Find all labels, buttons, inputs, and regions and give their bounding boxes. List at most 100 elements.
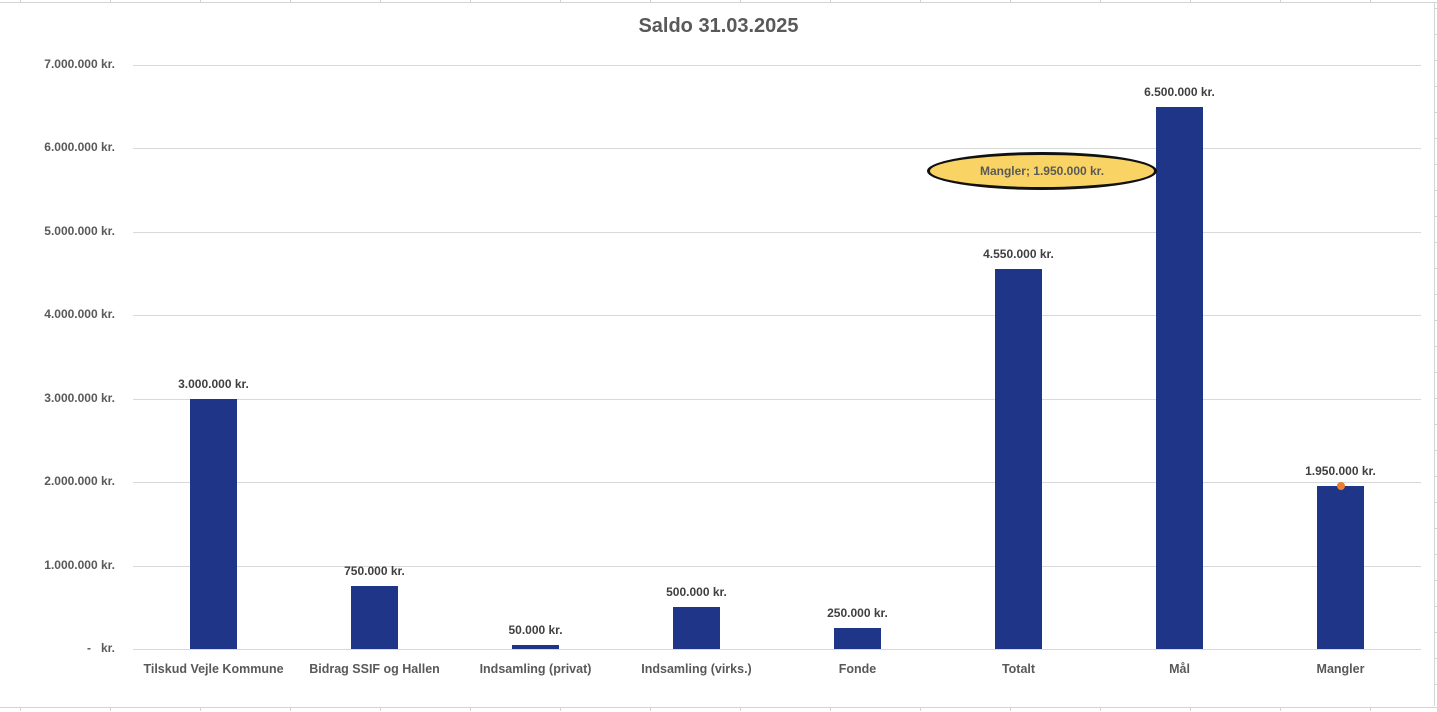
data-label: 3.000.000 kr. [178, 376, 249, 391]
spreadsheet-row-divider [1435, 8, 1437, 9]
data-label: 1.950.000 kr. [1305, 464, 1376, 479]
data-label: 50.000 kr. [508, 622, 563, 637]
spreadsheet-row-divider [1435, 190, 1437, 191]
spreadsheet-column-divider [830, 0, 831, 2]
spreadsheet-cell-border-top [0, 0, 1437, 3]
spreadsheet-column-divider [200, 0, 201, 2]
spreadsheet-cell-border-bottom [0, 707, 1437, 712]
spreadsheet-column-divider [1280, 708, 1281, 711]
x-axis-category-label: Fonde [838, 662, 877, 676]
spreadsheet-row-divider [1435, 398, 1437, 399]
data-label: 250.000 kr. [827, 606, 888, 621]
spreadsheet-column-divider [650, 708, 651, 711]
spreadsheet-column-divider [470, 0, 471, 2]
mangler-callout-ellipse[interactable]: Mangler; 1.950.000 kr. [927, 152, 1157, 190]
spreadsheet-row-divider [1435, 242, 1437, 243]
bar-0[interactable] [190, 398, 237, 649]
spreadsheet-column-divider [1010, 708, 1011, 711]
spreadsheet-row-divider [1435, 86, 1437, 87]
spreadsheet-row-divider [1435, 216, 1437, 217]
spreadsheet-row-divider [1435, 320, 1437, 321]
spreadsheet-column-divider [110, 708, 111, 711]
x-axis-category-label: Mål [1169, 662, 1190, 676]
data-label: 750.000 kr. [344, 564, 405, 579]
bar-3[interactable] [673, 607, 720, 649]
spreadsheet-row-divider [1435, 164, 1437, 165]
spreadsheet-column-divider [830, 708, 831, 711]
x-axis-category-label: Bidrag SSIF og Hallen [309, 662, 440, 676]
spreadsheet-row-divider [1435, 372, 1437, 373]
spreadsheet-column-divider [920, 708, 921, 711]
spreadsheet-column-divider [1280, 0, 1281, 2]
spreadsheet-column-divider [1190, 708, 1191, 711]
spreadsheet-row-divider [1435, 554, 1437, 555]
spreadsheet-row-divider [1435, 294, 1437, 295]
bar-2[interactable] [512, 644, 559, 649]
spreadsheet-column-divider [290, 0, 291, 2]
spreadsheet-column-divider [290, 708, 291, 711]
y-axis-tick-label: - kr. [86, 641, 115, 655]
spreadsheet-row-divider [1435, 606, 1437, 607]
spreadsheet-row-divider [1435, 658, 1437, 659]
spreadsheet-column-divider [110, 0, 111, 2]
mangler-point-marker[interactable] [1336, 482, 1345, 491]
x-axis-category-label: Totalt [1001, 662, 1036, 676]
spreadsheet-column-divider [1010, 0, 1011, 2]
y-axis-tick-label: 3.000.000 kr. [44, 390, 115, 405]
y-axis-tick-label: 2.000.000 kr. [44, 474, 115, 489]
gridline [133, 565, 1421, 567]
spreadsheet-row-divider [1435, 60, 1437, 61]
bar-6[interactable] [1156, 106, 1203, 649]
spreadsheet-row-divider [1435, 632, 1437, 633]
spreadsheet-column-divider [380, 708, 381, 711]
spreadsheet-column-divider [560, 708, 561, 711]
spreadsheet-column-divider [560, 0, 561, 2]
spreadsheet-column-divider [1370, 0, 1371, 2]
spreadsheet-column-divider [740, 708, 741, 711]
spreadsheet-column-divider [650, 0, 651, 2]
data-label: 500.000 kr. [666, 585, 727, 600]
spreadsheet-row-divider [1435, 502, 1437, 503]
spreadsheet-row-divider [1435, 138, 1437, 139]
spreadsheet-row-divider [1435, 450, 1437, 451]
gridline [133, 482, 1421, 484]
spreadsheet-column-divider [1190, 0, 1191, 2]
spreadsheet-column-divider [200, 708, 201, 711]
x-axis-category-label: Indsamling (virks.) [641, 662, 752, 676]
spreadsheet-column-divider [1100, 0, 1101, 2]
spreadsheet-row-divider [1435, 424, 1437, 425]
bar-1[interactable] [351, 586, 398, 649]
x-axis-category-label: Tilskud Vejle Kommune [143, 662, 284, 676]
y-axis-tick-label: 6.000.000 kr. [44, 140, 115, 155]
gridline [133, 398, 1421, 400]
spreadsheet-row-divider [1435, 684, 1437, 685]
y-axis-tick-label: 5.000.000 kr. [44, 223, 115, 238]
gridline [133, 65, 1421, 66]
spreadsheet-column-divider [920, 0, 921, 2]
y-axis-tick-label: 1.000.000 kr. [44, 557, 115, 572]
gridline [133, 315, 1421, 317]
spreadsheet-row-divider [1435, 528, 1437, 529]
spreadsheet-column-divider [740, 0, 741, 2]
x-axis-category-label: Mangler [1316, 662, 1365, 676]
callout-text: Mangler; 1.950.000 kr. [979, 164, 1105, 178]
gridline [133, 231, 1421, 233]
chart-title[interactable]: Saldo 31.03.2025 [638, 15, 799, 37]
data-label: 6.500.000 kr. [1144, 84, 1215, 99]
spreadsheet-column-divider [20, 708, 21, 711]
bar-7[interactable] [1317, 486, 1364, 649]
spreadsheet-row-divider [1435, 346, 1437, 347]
spreadsheet-row-divider [1435, 34, 1437, 35]
y-axis-tick-label: 7.000.000 kr. [44, 57, 115, 71]
spreadsheet-row-divider [1435, 112, 1437, 113]
spreadsheet-column-divider [20, 0, 21, 2]
spreadsheet-column-divider [470, 708, 471, 711]
spreadsheet-row-divider [1435, 268, 1437, 269]
plot-area[interactable]: 3.000.000 kr. 750.000 kr. 50.000 kr. 500.00… [133, 65, 1421, 650]
data-label: 4.550.000 kr. [983, 247, 1054, 262]
spreadsheet-column-divider [1100, 708, 1101, 711]
bar-5[interactable] [995, 269, 1042, 649]
spreadsheet-row-divider [1435, 580, 1437, 581]
bar-4[interactable] [834, 628, 881, 649]
